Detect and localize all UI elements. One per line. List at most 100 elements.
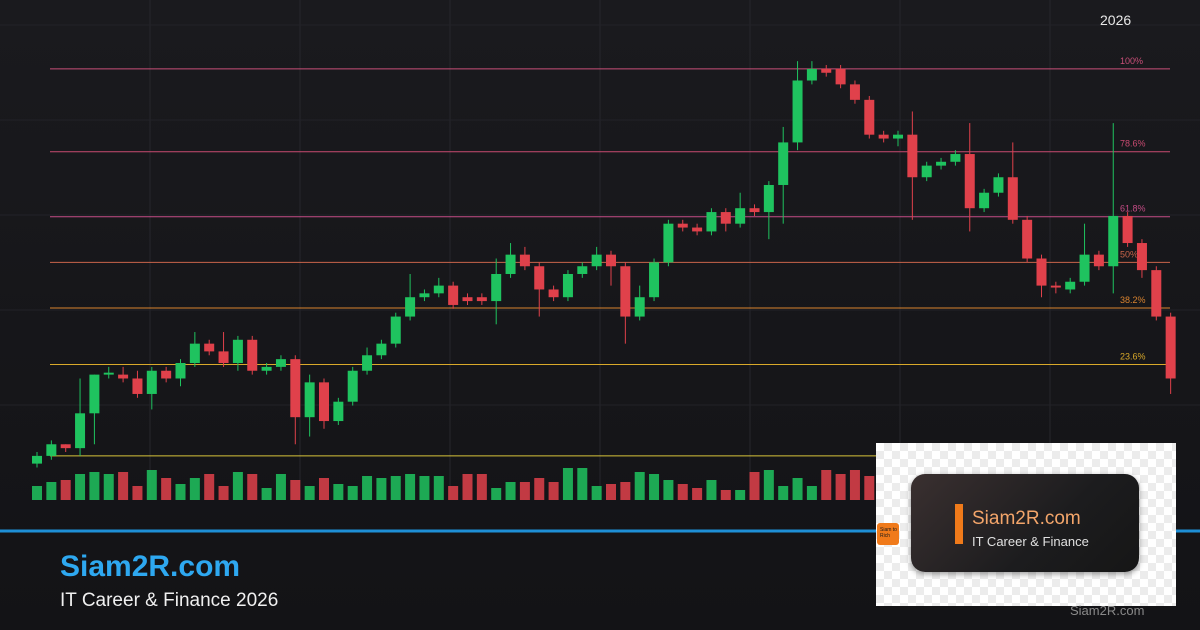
volume-bar [806, 486, 817, 500]
volume-bar [132, 486, 143, 500]
volume-bar [591, 486, 602, 500]
candle-body [806, 68, 817, 81]
volume-bar [75, 474, 86, 500]
candle-body [362, 355, 373, 371]
candle-body [462, 297, 473, 302]
candle-body [821, 68, 832, 73]
candle-body [519, 254, 530, 267]
candle-body [218, 351, 229, 364]
candle-body [247, 339, 258, 371]
volume-bar [763, 470, 774, 500]
volume-bar [792, 478, 803, 500]
volume-bar [405, 474, 416, 500]
candle-body [979, 192, 990, 209]
candle-body [46, 444, 57, 456]
volume-bar [319, 478, 329, 500]
logo-text: Siam to Rich [880, 527, 897, 539]
candle-body [864, 99, 875, 135]
candle-body [548, 289, 559, 298]
volume-bar [290, 480, 301, 500]
volume-bar [864, 476, 875, 500]
volume-bar [60, 480, 71, 500]
candle-body [161, 370, 172, 379]
candle-body [677, 223, 688, 228]
candle-body [275, 359, 286, 367]
volume-bar [275, 474, 286, 500]
site-title[interactable]: Siam2R.com [60, 550, 241, 583]
candle-body [1022, 219, 1033, 259]
fib-label: 61.8% [1120, 204, 1146, 214]
candle-body [936, 161, 947, 166]
candle-body [749, 208, 760, 213]
volume-bar [89, 472, 100, 500]
candle-body [476, 297, 487, 302]
badge-accent [955, 504, 963, 544]
candle-body [390, 316, 401, 344]
candle-body [1050, 285, 1061, 288]
volume-bar [706, 480, 717, 500]
candle-body [290, 359, 301, 418]
volume-bar [749, 472, 760, 500]
volume-bar [419, 476, 430, 500]
volume-bar [189, 478, 200, 500]
candle-body [333, 401, 344, 422]
volume-bar [634, 472, 645, 500]
candle-body [1036, 258, 1047, 286]
volume-bar [562, 468, 573, 500]
candle-body [1065, 281, 1076, 290]
volume-bar [376, 478, 387, 500]
volume-bar [491, 488, 502, 500]
candle-body [204, 343, 215, 352]
volume-bar [390, 476, 401, 500]
volume-bar [620, 482, 631, 500]
candle-body [1079, 254, 1090, 282]
volume-bar [46, 482, 57, 500]
candle-body [1165, 316, 1176, 379]
candle-body [835, 68, 846, 85]
candle-body [1108, 215, 1119, 267]
candle-body [921, 165, 932, 178]
candle-body [75, 413, 86, 449]
candle-body [319, 382, 329, 422]
candle-body [118, 374, 129, 379]
volume-bar [663, 480, 674, 500]
candle-body [261, 366, 272, 371]
volume-bar [519, 482, 530, 500]
fib-label: 50% [1120, 249, 1138, 259]
candle-body [419, 293, 430, 298]
candle-body [491, 273, 502, 302]
candle-body [1136, 243, 1147, 271]
candle-body [189, 343, 200, 364]
volume-bar [577, 468, 588, 500]
candle-body [692, 227, 703, 232]
candle-body [792, 80, 803, 143]
volume-bar [821, 470, 832, 500]
candle-body [849, 84, 860, 100]
volume-bar [32, 486, 42, 500]
candle-body [720, 212, 731, 224]
candle-body [663, 223, 674, 263]
candle-body [964, 154, 975, 209]
fib-label: 78.6% [1120, 139, 1146, 149]
candle-body [993, 177, 1004, 193]
candle-body [893, 134, 903, 139]
volume-bar [778, 486, 789, 500]
badge: Siam2R.com IT Career & Finance [911, 474, 1139, 572]
volume-bar [204, 474, 215, 500]
candle-body [433, 285, 444, 294]
volume-bar [649, 474, 660, 500]
candle-body [907, 134, 918, 178]
candle-body [505, 254, 516, 274]
candle-body [1093, 254, 1104, 267]
footer-url[interactable]: Siam2R.com [1070, 603, 1145, 618]
candle-body [1151, 270, 1162, 317]
fib-label: 100% [1120, 56, 1143, 66]
volume-bar [606, 484, 616, 500]
candle-body [534, 266, 545, 290]
volume-bar [534, 478, 545, 500]
site-subtitle: IT Career & Finance 2026 [60, 590, 279, 611]
candle-body [878, 134, 889, 139]
badge-card: Siam2R.com IT Career & Finance Siam to R… [876, 443, 1176, 606]
